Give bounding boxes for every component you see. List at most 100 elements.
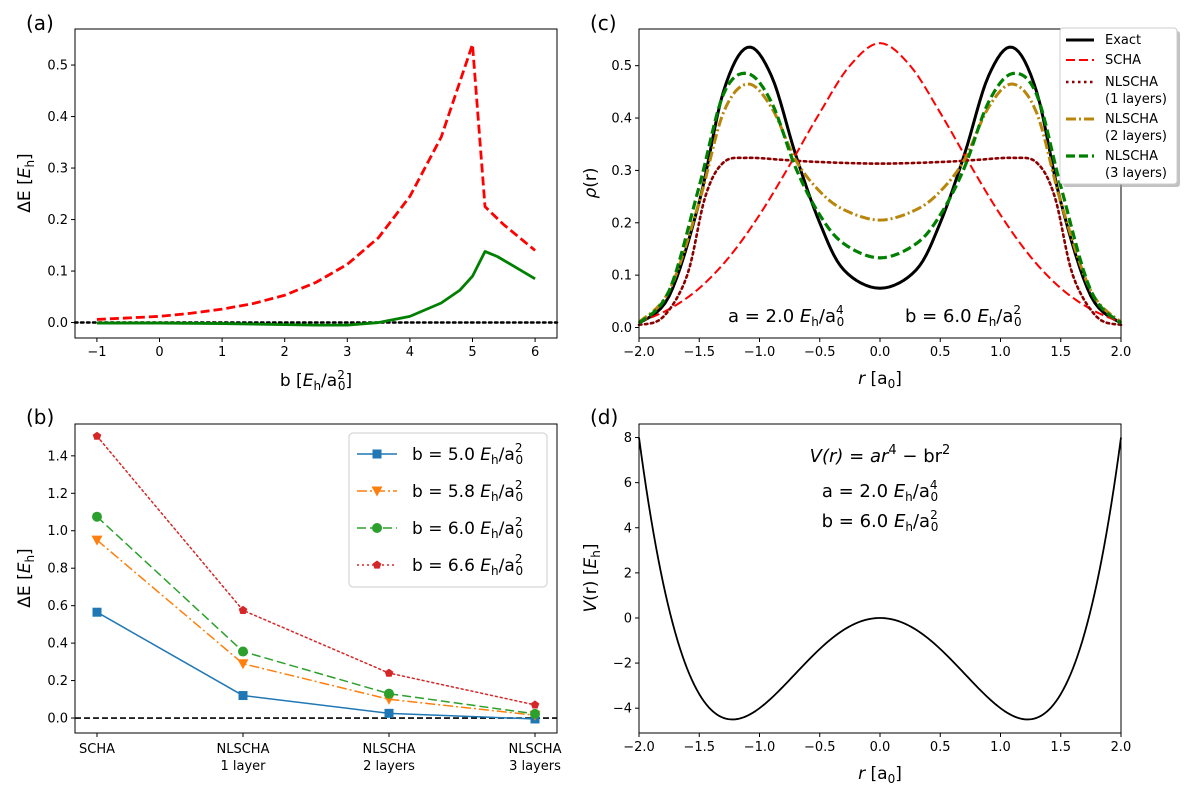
c-series-3	[637, 156, 1123, 327]
a-x-tick-label: 6	[531, 345, 539, 360]
b-legend-label-part: 0	[515, 453, 523, 467]
c-x-tick-label: −2.0	[623, 345, 655, 360]
c-x-tick-label: 2.0	[1111, 345, 1132, 360]
b-series-4-point	[530, 700, 540, 709]
b-legend-marker-2	[371, 486, 383, 497]
potential-formula-d: V(r) = ar4 − br2	[810, 443, 951, 467]
c-y-tick-label: 0.5	[611, 59, 632, 74]
b-legend-label-3: b = 6.0 Eh/a2 0	[412, 515, 523, 541]
b-y-tick-label: 1.0	[47, 524, 68, 539]
c-legend-label-3: NLSCHA	[1105, 75, 1158, 90]
a-y-tick-label: 0.2	[47, 213, 68, 228]
b-legend-label-1: b = 5.0 Eh/a2 0	[412, 441, 523, 467]
c-series-2	[638, 42, 1122, 324]
d-y-tick-label: 0	[624, 611, 632, 626]
a-x-tick-label: −1	[87, 345, 106, 360]
a-series-nlscha	[96, 250, 536, 327]
b-legend-label-part: 0	[515, 564, 523, 578]
b-legend-label-part: /a	[499, 519, 515, 539]
b-legend-label-part: 2	[515, 552, 523, 566]
a-y-tick-label: 0.5	[47, 59, 68, 74]
legend-box-c	[1059, 27, 1178, 185]
b-legend-label-part: b = 6.0	[412, 519, 480, 539]
c-y-tick-label: 0.4	[611, 112, 632, 127]
c-x-tick-label: 0.0	[870, 345, 891, 360]
b-y-tick-label: 0.4	[47, 637, 68, 652]
b-x-tick-label: NLSCHA	[217, 742, 270, 757]
b-series-line-4	[96, 435, 536, 706]
c-x-tick-label: 1.5	[1050, 345, 1071, 360]
legend-box-b	[348, 432, 548, 588]
annotation-b-value-c: b = 6.0 Eh/a2 0	[905, 303, 1022, 329]
c-x-tick-label: 1.0	[990, 345, 1011, 360]
x-axis-label-a: b [Eh/a2 0]	[280, 368, 352, 393]
b-legend-label-part: /a	[499, 445, 515, 465]
plot-b: 0.0 0.2 0.4 0.6 0.8 1.0 1.2 1.4 SCHA NLSCHA 1 laye…	[47, 431, 562, 774]
b-legend-label-part: E	[480, 482, 491, 502]
y-axis-label-b: ΔE [Eh]	[15, 548, 37, 607]
legend-b: b = 5.0 Eh/a2 0b = 5.8 Eh/a2 0b = 6.0 Eh/a…	[348, 432, 548, 588]
b-legend-label-part: b = 5.8	[412, 482, 480, 502]
b-series-4-point	[92, 431, 102, 440]
c-y-tick-label: 0.3	[611, 164, 632, 179]
b-x-tick-label: SCHA	[79, 742, 115, 757]
b-legend-label-2: b = 5.8 Eh/a2 0	[412, 478, 523, 504]
c-legend-label-1: Exact	[1105, 33, 1141, 48]
c-y-tick-label: 0.0	[611, 321, 632, 336]
d-x-tick-label: −1.0	[744, 740, 776, 755]
axes-frame-d	[638, 423, 1122, 734]
panel-b: (b) 0.0 0.2 0.4 0.6 0.8 1.0 1.2 1.4 SCHA NLSCHA 1 …	[15, 405, 562, 774]
x-axis-label-d: r [a0]	[858, 764, 902, 786]
b-x-tick-label: NLSCHA	[509, 742, 562, 757]
c-legend-label-5: (3 layers)	[1105, 166, 1167, 181]
a-x-tick-label: 0	[155, 345, 163, 360]
panel-d: (d) −2.0 −1.5 −1.0 −0.5 0.0 0.5 1.0 1.5 2.0 −4 −2 0…	[581, 405, 1131, 786]
y-axis-label-a: ΔE [Eh]	[15, 153, 37, 212]
d-y-tick-label: −4	[613, 702, 632, 717]
plot-d: −2.0 −1.5 −1.0 −0.5 0.0 0.5 1.0 1.5 2.0 −4 −2 0 2 4 6 8	[613, 431, 1132, 755]
d-y-tick-label: 8	[624, 431, 632, 446]
b-series-4-point	[238, 605, 248, 614]
b-legend-marker-1	[372, 449, 382, 459]
b-legend-label-part: h	[491, 564, 499, 578]
b-legend-label-part: h	[491, 527, 499, 541]
panel-label-a: (a)	[26, 11, 54, 35]
d-x-tick-label: −1.5	[683, 740, 715, 755]
panel-c: (c) −2.0 −1.5 −1.0 −0.5 0.0 0.5 1.0 1.5 2.0 0.0 0.…	[581, 11, 1180, 391]
b-y-tick-label: 1.4	[47, 449, 68, 464]
b-x-tick-sublabel: 2 layers	[363, 759, 415, 774]
a-series-scha	[96, 43, 536, 321]
b-series-4-point	[384, 668, 394, 677]
b-series-3-point	[384, 688, 394, 699]
legend-b-entries: b = 5.0 Eh/a2 0b = 5.8 Eh/a2 0b = 6.0 Eh/a…	[357, 441, 523, 578]
a-y-tick-label: 0.0	[47, 316, 68, 331]
b-y-tick-label: 0.2	[47, 674, 68, 689]
c-legend-label-5: NLSCHA	[1105, 149, 1158, 164]
c-x-tick-label: −1.0	[744, 345, 776, 360]
axes-frame-a	[74, 28, 558, 339]
c-x-tick-label: −1.5	[683, 345, 715, 360]
d-y-tick-label: −2	[613, 657, 632, 672]
a-x-tick-label: 2	[281, 345, 289, 360]
c-y-tick-label: 0.2	[611, 216, 632, 231]
b-series-line-1	[96, 611, 536, 720]
b-legend-marker-4	[372, 560, 382, 569]
plot-a: −1 0 1 2 3 4 5 6 0.0 0.1 0.2 0.3 0.4 0.5	[47, 43, 559, 360]
d-x-tick-label: −0.5	[804, 740, 836, 755]
b-y-tick-label: 0.0	[47, 712, 68, 727]
x-axis-label-c: r [a0]	[858, 369, 902, 391]
b-series-3-point	[238, 646, 248, 657]
annotation-a-value-d: a = 2.0 Eh/a4 0	[822, 478, 938, 504]
c-x-tick-label: −0.5	[804, 345, 836, 360]
b-legend-label-part: 2	[515, 478, 523, 492]
a-y-tick-label: 0.3	[47, 162, 68, 177]
b-legend-label-part: E	[480, 519, 491, 539]
b-y-tick-label: 0.6	[47, 599, 68, 614]
y-axis-label-d: V(r) [Eh]	[581, 544, 603, 613]
b-series-2-point	[91, 535, 103, 546]
b-legend-marker-3	[372, 523, 382, 533]
d-x-tick-label: 1.5	[1050, 740, 1071, 755]
b-legend-label-part: b = 5.0	[412, 445, 480, 465]
panel-label-b: (b)	[26, 405, 54, 429]
